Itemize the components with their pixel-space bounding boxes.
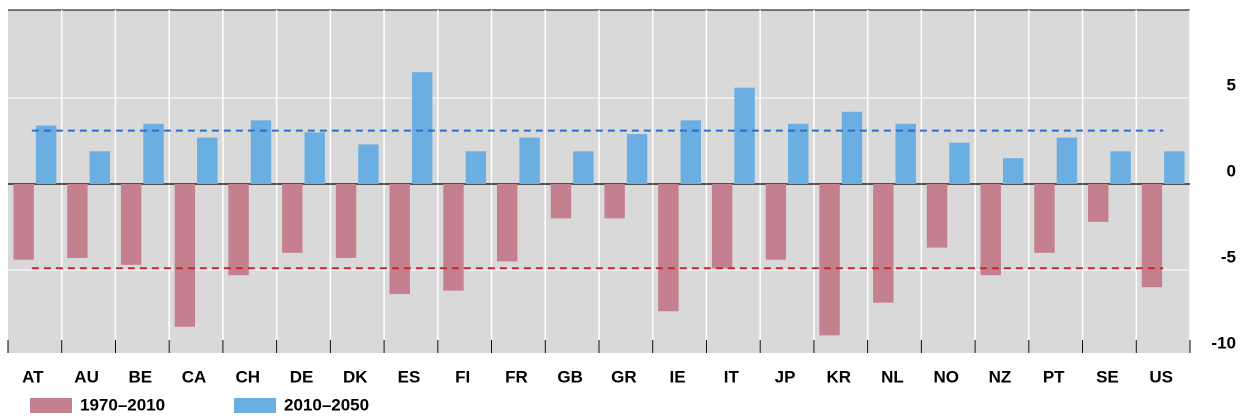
bar <box>573 151 594 184</box>
x-tick-label: US <box>1149 367 1173 386</box>
bar <box>143 123 164 184</box>
bar <box>658 184 679 312</box>
y-tick-label: -5 <box>1221 247 1236 266</box>
x-tick-label: NO <box>933 367 959 386</box>
x-tick-label: NZ <box>989 367 1012 386</box>
bar <box>926 184 948 248</box>
x-tick-label: CA <box>182 367 207 386</box>
bar <box>35 125 57 184</box>
x-tick-label: NL <box>881 367 904 386</box>
x-tick-label: DK <box>343 367 368 386</box>
bar <box>1002 158 1024 184</box>
y-tick-label: 0 <box>1227 161 1236 180</box>
bar <box>13 184 34 260</box>
bar <box>228 184 249 276</box>
bar <box>734 87 755 184</box>
legend-swatch <box>234 398 276 413</box>
x-tick-label: GB <box>557 367 583 386</box>
x-tick-label: GR <box>611 367 637 386</box>
x-tick-label: ES <box>398 367 421 386</box>
bar <box>465 151 487 184</box>
bar <box>550 184 572 219</box>
x-tick-label: IE <box>670 367 686 386</box>
bar <box>841 111 863 184</box>
x-tick-label: IT <box>724 367 740 386</box>
bar <box>1141 184 1163 288</box>
bar <box>1164 151 1185 184</box>
bar <box>67 184 88 258</box>
x-tick-label: PT <box>1043 367 1065 386</box>
bar <box>174 184 196 327</box>
x-tick-label: CH <box>235 367 260 386</box>
bar <box>519 137 540 184</box>
bar <box>197 137 218 184</box>
bar <box>389 184 410 295</box>
bar <box>1056 137 1078 184</box>
y-tick-label: 5 <box>1227 75 1236 94</box>
legend-label: 2010–2050 <box>284 395 369 414</box>
x-tick-label: JP <box>775 367 796 386</box>
x-tick-label: AT <box>22 367 44 386</box>
x-tick-label: KR <box>826 367 851 386</box>
bar <box>949 142 970 184</box>
x-tick-label: SE <box>1096 367 1119 386</box>
x-tick-label: FR <box>505 367 528 386</box>
y-tick-label: -10 <box>1211 333 1236 352</box>
bar <box>304 132 325 184</box>
bar <box>411 72 433 184</box>
bar <box>496 184 518 262</box>
bar <box>711 184 733 269</box>
x-tick-label: BE <box>129 367 153 386</box>
bar <box>250 120 272 184</box>
bar <box>1110 151 1131 184</box>
x-tick-label: FI <box>455 367 470 386</box>
bar <box>443 184 464 291</box>
bar <box>626 134 648 184</box>
bar <box>1034 184 1055 253</box>
bar <box>765 184 787 260</box>
bar <box>1087 184 1109 222</box>
bar <box>895 123 916 184</box>
bar <box>335 184 357 258</box>
bar <box>819 184 840 336</box>
x-tick-label: DE <box>290 367 314 386</box>
bar <box>604 184 625 219</box>
bar <box>358 144 379 184</box>
bar <box>788 123 809 184</box>
bar <box>980 184 1001 276</box>
x-tick-label: AU <box>74 367 99 386</box>
legend-label: 1970–2010 <box>80 395 165 414</box>
bar <box>680 120 702 184</box>
bar <box>873 184 894 303</box>
bar <box>282 184 303 253</box>
bar <box>120 184 142 265</box>
bar <box>89 151 111 184</box>
legend-swatch <box>30 398 72 413</box>
